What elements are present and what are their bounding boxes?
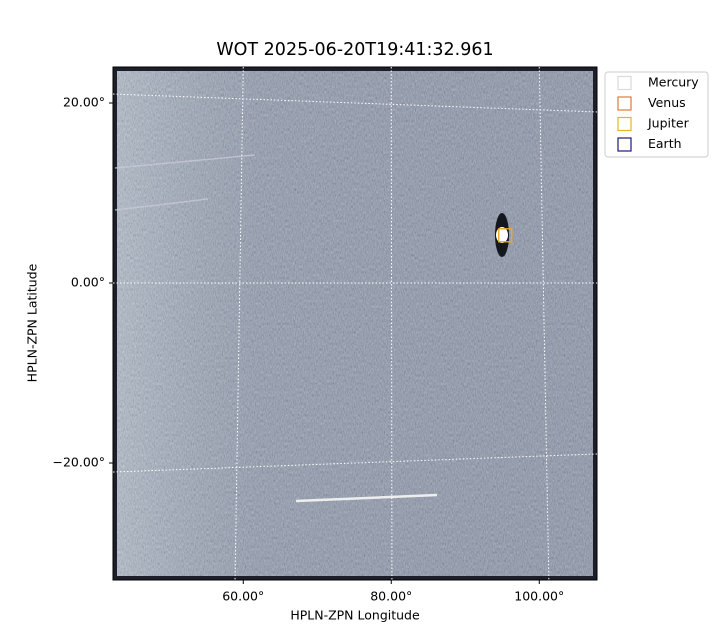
sky-image [113,67,597,580]
y-tick-label: −20.00° [52,455,105,470]
legend-label: Mercury [648,75,699,90]
x-axis-label: HPLN-ZPN Longitude [290,608,420,623]
legend-label: Jupiter [647,116,690,131]
x-tick-label: 60.00° [222,589,264,604]
legend-label: Venus [648,95,686,110]
x-tick-label: 100.00° [514,589,564,604]
x-tick-label: 80.00° [370,589,412,604]
chart-title: WOT 2025-06-20T19:41:32.961 [216,40,493,60]
y-axis-label: HPLN-ZPN Latitude [25,263,40,382]
legend-label: Earth [648,136,682,151]
y-tick-label: 0.00° [71,275,105,290]
y-tick-label: 20.00° [63,95,105,110]
